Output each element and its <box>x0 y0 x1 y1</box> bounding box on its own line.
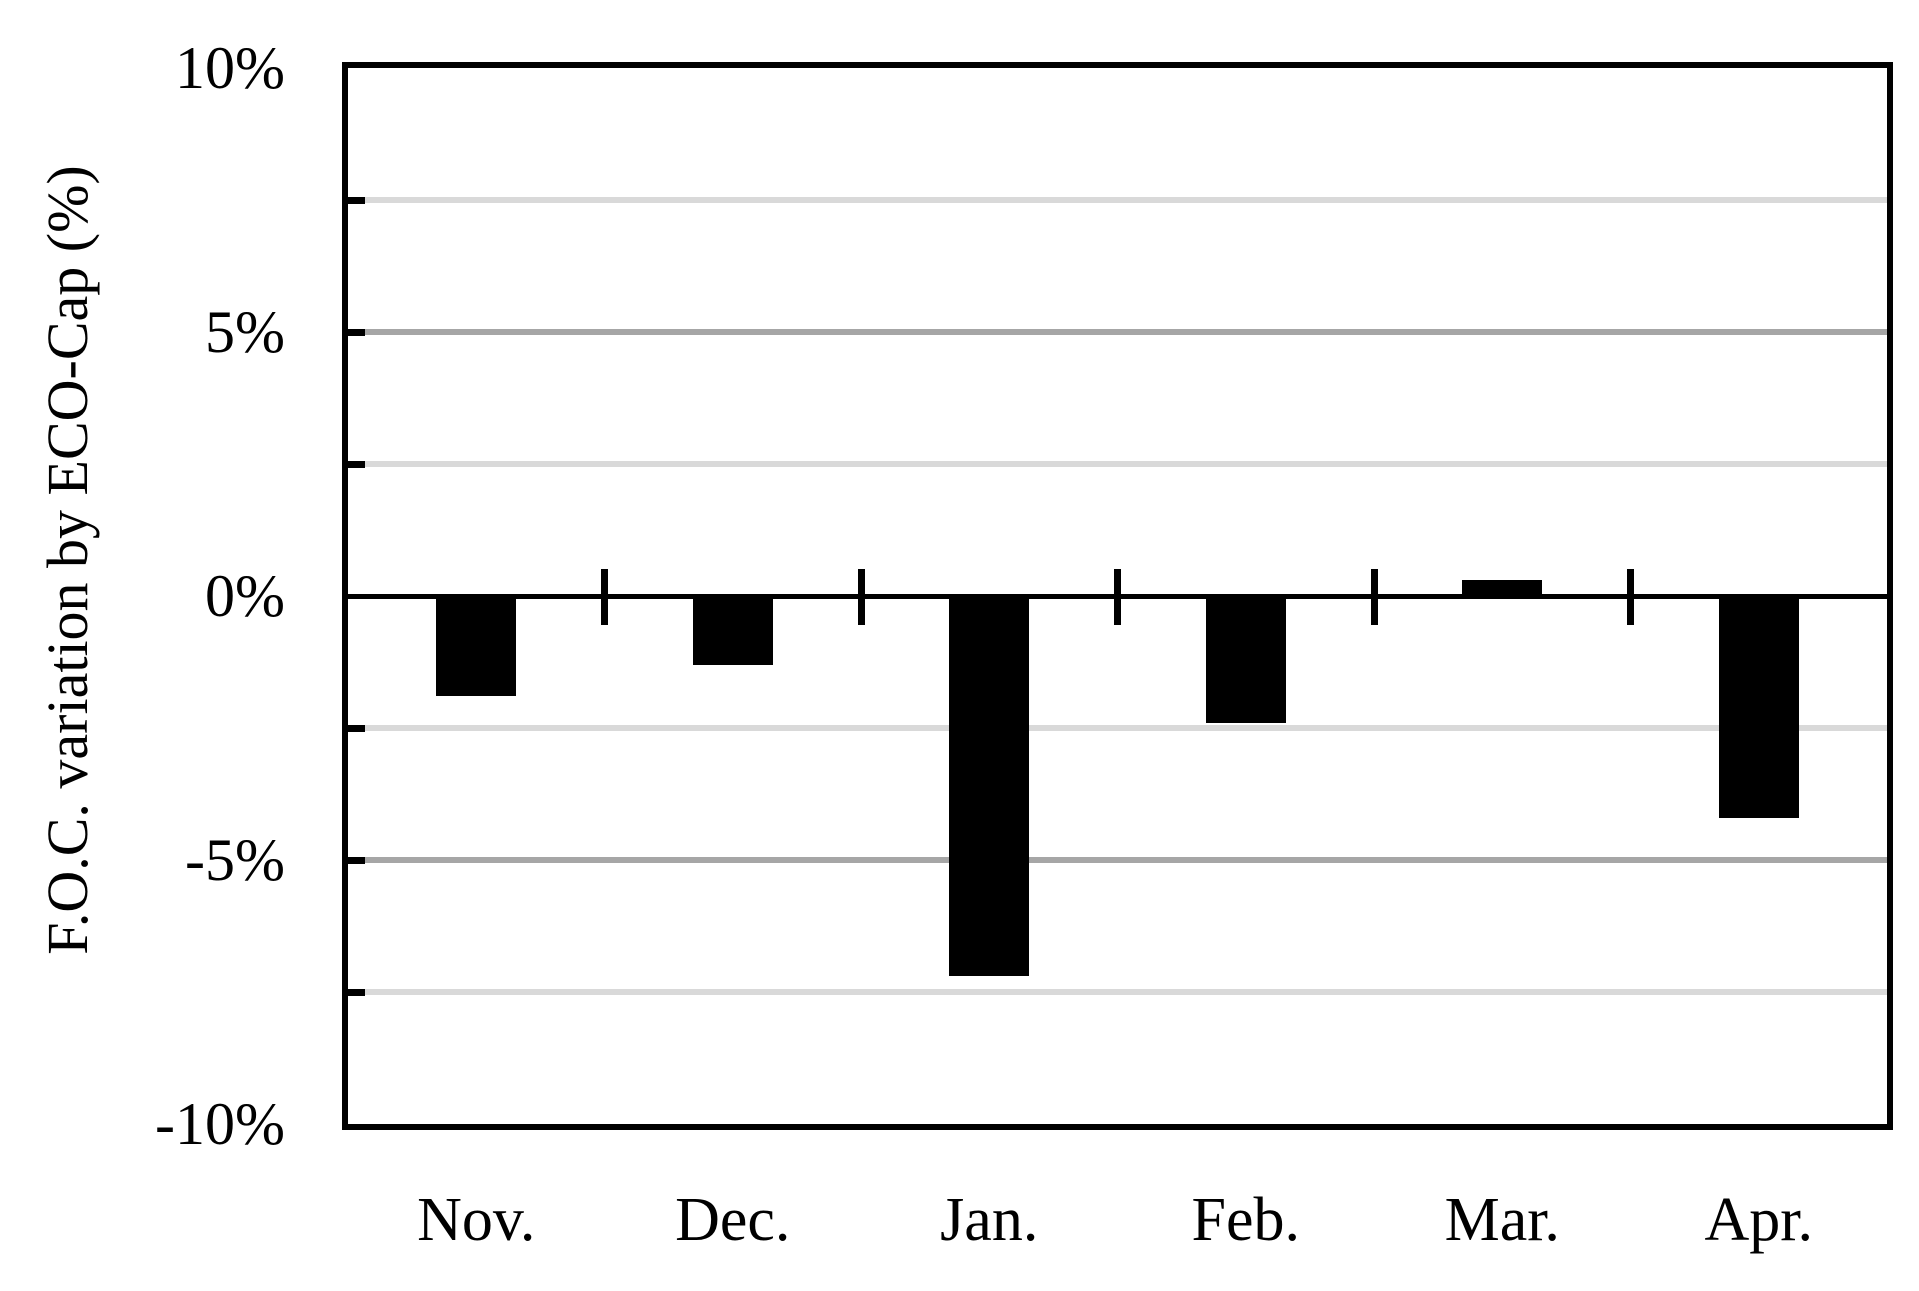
x-axis-tick <box>1370 569 1378 625</box>
gridline--2.5 <box>348 725 1887 731</box>
gridline--7.5 <box>348 989 1887 995</box>
y-axis-tick <box>348 460 365 468</box>
plot-frame <box>342 62 1893 1130</box>
y-axis-tick <box>348 988 365 996</box>
x-axis-tick <box>1627 569 1634 625</box>
y-tick-label-10: 10% <box>175 35 285 101</box>
bar-apr <box>1718 596 1799 818</box>
x-category-label-apr: Apr. <box>1704 1186 1814 1254</box>
y-axis-tick <box>348 328 365 336</box>
bar-feb <box>1205 596 1286 723</box>
y-axis-tick <box>348 196 365 204</box>
y-tick-label--10: -10% <box>155 1091 285 1157</box>
gridline-5 <box>348 329 1887 335</box>
gridline-7.5 <box>348 197 1887 203</box>
x-category-label-nov: Nov. <box>417 1186 536 1254</box>
y-tick-label-0: 0% <box>205 563 285 629</box>
x-axis-tick <box>857 569 865 625</box>
x-axis-tick <box>601 569 608 625</box>
gridline--5 <box>348 857 1887 863</box>
x-category-label-feb: Feb. <box>1191 1186 1301 1254</box>
x-category-label-jan: Jan. <box>940 1186 1039 1254</box>
bar-nov <box>436 596 517 697</box>
x-category-label-dec: Dec. <box>675 1186 791 1254</box>
y-tick-label-5: 5% <box>205 299 285 365</box>
bar-mar <box>1462 580 1543 596</box>
x-category-label-mar: Mar. <box>1444 1186 1560 1254</box>
x-axis-tick <box>1114 569 1121 625</box>
y-tick-label--5: -5% <box>185 827 285 893</box>
gridline-2.5 <box>348 461 1887 467</box>
bar-jan <box>949 596 1030 977</box>
y-axis-tick <box>348 724 365 732</box>
y-axis-tick <box>348 856 365 864</box>
bar-dec <box>692 596 773 665</box>
